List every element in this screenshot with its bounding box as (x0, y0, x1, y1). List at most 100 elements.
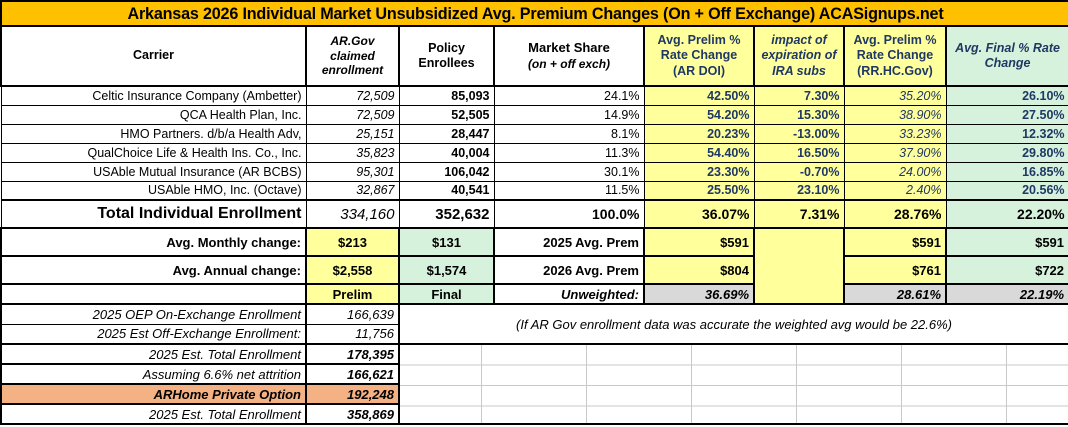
prem-2026-hcgov: $761 (843, 255, 947, 285)
ira-impact: -13.00% (753, 123, 845, 144)
col-header-prelim-hcgov: Avg. Prelim % Rate Change (RR.HC.Gov) (843, 25, 947, 87)
prem-2025-final: $591 (944, 227, 1068, 257)
market-share: 14.9% (493, 104, 645, 125)
avg-annual-row: Avg. Annual change: $2,558 $1,574 2026 A… (0, 255, 1068, 285)
policy-enrollees: 85,093 (398, 85, 495, 106)
prelim-hcgov-change: 24.00% (843, 161, 947, 182)
prelim-hcgov-change: 35.20% (843, 85, 947, 106)
total-label: Total Individual Enrollment (0, 199, 307, 229)
carrier-name: QualChoice Life & Health Ins. Co., Inc. (0, 142, 307, 163)
prem-2026-label: 2026 Avg. Prem (493, 255, 645, 285)
final-change: 12.32% (945, 123, 1068, 144)
enrollment-detail-row: 2025 Est. Total Enrollment 358,869 (0, 403, 1068, 425)
prem-2025-doi: $591 (643, 227, 755, 257)
policy-enrollees: 106,042 (398, 161, 495, 182)
ira-impact: 16.50% (753, 142, 845, 163)
col-header-policy-enrollees: Policy Enrollees (398, 25, 495, 87)
carrier-name: Celtic Insurance Company (Ambetter) (0, 85, 307, 106)
total-market-share: 100.0% (493, 199, 645, 229)
title-row: Arkansas 2026 Individual Market Unsubsid… (0, 0, 1068, 27)
final-change: 27.50% (945, 104, 1068, 125)
prelim-final-row: Prelim Final Unweighted: 36.69% 28.61% 2… (0, 283, 1068, 305)
col-header-market-share: Market Share (on + off exch) (493, 25, 645, 87)
empty-grid-area (397, 343, 1068, 425)
argov-enrollment: 32,867 (305, 180, 400, 201)
arhome-value: 192,248 (305, 383, 400, 405)
page-title: Arkansas 2026 Individual Market Unsubsid… (126, 3, 944, 23)
detail-label: 2025 Est. Total Enrollment (0, 343, 307, 365)
avg-annual-prelim: $2,558 (305, 255, 400, 285)
detail-value: 11,756 (305, 323, 400, 345)
detail-value: 358,869 (305, 403, 400, 425)
final-change: 29.80% (945, 142, 1068, 163)
weighted-avg-note: (If AR Gov enrollment data was accurate … (397, 303, 1068, 345)
detail-label: 2025 Est Off-Exchange Enrollment: (0, 323, 307, 345)
policy-enrollees: 40,004 (398, 142, 495, 163)
avg-monthly-label: Avg. Monthly change: (0, 227, 307, 257)
market-share-sublabel: (on + off exch) (527, 56, 611, 71)
page-title-cell: Arkansas 2026 Individual Market Unsubsid… (0, 0, 1068, 27)
total-prelim-doi: 36.07% (643, 199, 755, 229)
col-header-final-change: Avg. Final % Rate Change (944, 25, 1068, 87)
ira-impact: 7.30% (753, 85, 845, 106)
arhome-row: ARHome Private Option 192,248 (0, 383, 1068, 405)
carrier-row: USAble Mutual Insurance (AR BCBS) 95,301… (0, 161, 1068, 182)
total-policy-enrollees: 352,632 (398, 199, 495, 229)
market-share: 8.1% (493, 123, 645, 144)
carrier-name: QCA Health Plan, Inc. (0, 104, 307, 125)
prem-2026-final: $722 (944, 255, 1068, 285)
prem-2025-hcgov: $591 (843, 227, 947, 257)
col-header-argov-enrollment: AR.Gov claimed enrollment (305, 25, 400, 87)
prem-2026-doi: $804 (643, 255, 755, 285)
final-change: 26.10% (945, 85, 1068, 106)
unweighted-doi: 36.69% (643, 283, 755, 305)
arhome-label: ARHome Private Option (0, 383, 307, 405)
detail-value: 166,639 (305, 303, 400, 325)
total-argov-enrollment: 334,160 (305, 199, 400, 229)
detail-label: 2025 Est. Total Enrollment (0, 403, 307, 425)
prelim-doi-change: 25.50% (643, 180, 755, 201)
total-row: Total Individual Enrollment 334,160 352,… (0, 199, 1068, 229)
unweighted-hcgov: 28.61% (843, 283, 947, 305)
detail-value: 166,621 (305, 363, 400, 385)
policy-enrollees: 28,447 (398, 123, 495, 144)
market-share: 11.3% (493, 142, 645, 163)
total-final-change: 22.20% (945, 199, 1068, 229)
ira-impact-merged-cell (753, 227, 845, 305)
ira-impact: 23.10% (753, 180, 845, 201)
total-prelim-hcgov: 28.76% (843, 199, 947, 229)
prelim-doi-change: 54.20% (643, 104, 755, 125)
carrier-row: HMO Partners. d/b/a Health Adv, 25,151 2… (0, 123, 1068, 144)
detail-label: Assuming 6.6% net attrition (0, 363, 307, 385)
argov-enrollment: 72,509 (305, 85, 400, 106)
avg-annual-label: Avg. Annual change: (0, 255, 307, 285)
carrier-name: HMO Partners. d/b/a Health Adv, (0, 123, 307, 144)
header-row: Carrier AR.Gov claimed enrollment Policy… (0, 25, 1068, 87)
total-ira-impact: 7.31% (753, 199, 845, 229)
prelim-doi-change: 54.40% (643, 142, 755, 163)
final-change: 20.56% (945, 180, 1068, 201)
ira-impact: -0.70% (753, 161, 845, 182)
avg-monthly-row: Avg. Monthly change: $213 $131 2025 Avg.… (0, 227, 1068, 305)
argov-enrollment: 72,509 (305, 104, 400, 125)
enrollment-detail-row: Assuming 6.6% net attrition 166,621 (0, 363, 1068, 385)
avg-annual-final: $1,574 (398, 255, 495, 285)
avg-monthly-final: $131 (398, 227, 495, 257)
enrollment-detail-row: 2025 Est Off-Exchange Enrollment: 11,756 (0, 323, 1068, 345)
policy-enrollees: 40,541 (398, 180, 495, 201)
prelim-doi-change: 42.50% (643, 85, 755, 106)
col-header-ira-impact: impact of expiration of IRA subs (753, 25, 845, 87)
enrollment-detail-row: 2025 Est. Total Enrollment 178,395 (0, 343, 1068, 425)
carrier-row: USAble HMO, Inc. (Octave) 32,867 40,541 … (0, 180, 1068, 201)
prelim-doi-change: 23.30% (643, 161, 755, 182)
argov-enrollment: 25,151 (305, 123, 400, 144)
prelim-hcgov-change: 38.90% (843, 104, 947, 125)
prelim-hcgov-change: 37.90% (843, 142, 947, 163)
carrier-name: USAble Mutual Insurance (AR BCBS) (0, 161, 307, 182)
market-share-label: Market Share (528, 40, 610, 56)
avg-monthly-prelim: $213 (305, 227, 400, 257)
policy-enrollees: 52,505 (398, 104, 495, 125)
prelim-hcgov-change: 33.23% (843, 123, 947, 144)
market-share: 24.1% (493, 85, 645, 106)
